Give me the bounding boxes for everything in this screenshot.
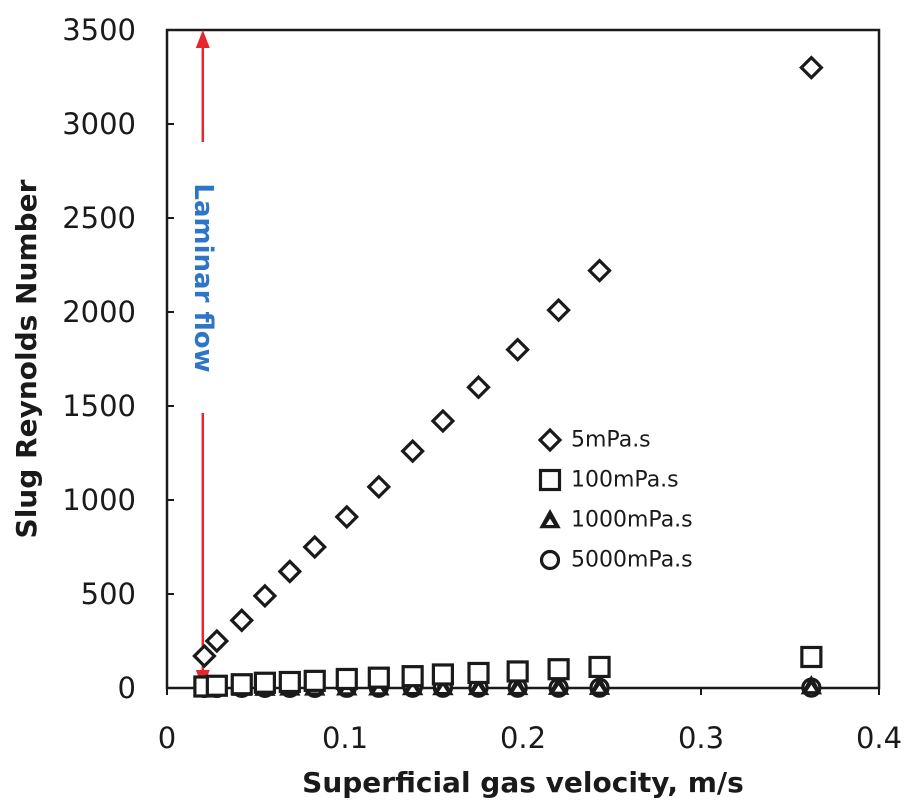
point-triangle-inner xyxy=(438,685,447,693)
point-diamond xyxy=(366,474,392,500)
point-square xyxy=(253,671,276,694)
point-square xyxy=(303,669,326,692)
point-square xyxy=(588,655,611,679)
point-square xyxy=(401,665,424,688)
x-tick-label: 0 xyxy=(158,721,176,755)
point-diamond xyxy=(302,534,328,560)
x-tick-label: 0.1 xyxy=(322,721,368,755)
x-axis-title: Superficial gas velocity, m/s xyxy=(302,766,744,799)
point-diamond xyxy=(546,297,571,323)
point-diamond xyxy=(252,583,278,609)
point-square xyxy=(278,670,301,694)
point-triangle-inner xyxy=(474,685,483,692)
x-tick-label: 0.4 xyxy=(856,721,902,755)
point-diamond xyxy=(204,628,230,654)
y-tick-label: 3500 xyxy=(62,13,136,47)
legend-label: 100mPa.s xyxy=(571,468,679,493)
legend-marker-triangle-inner xyxy=(545,518,555,525)
y-tick-label: 0 xyxy=(118,671,136,705)
point-diamond xyxy=(400,438,425,464)
point-square xyxy=(467,661,490,685)
point-triangle-inner xyxy=(595,685,604,692)
point-diamond xyxy=(192,643,217,669)
point-diamond xyxy=(334,504,360,530)
y-axis-ticks: 0 500 1000 1500 2000 2500 3000 3500 xyxy=(62,13,174,705)
laminar-flow-annotation: Laminar flow xyxy=(188,30,218,688)
y-tick-label: 3000 xyxy=(62,107,136,141)
legend-marker-square xyxy=(538,468,562,492)
point-triangle-inner xyxy=(408,685,417,693)
y-tick-label: 1500 xyxy=(62,389,136,423)
point-square xyxy=(205,674,228,697)
point-diamond xyxy=(277,559,303,584)
point-triangle-inner xyxy=(374,685,383,693)
point-square xyxy=(547,658,570,681)
point-square xyxy=(335,667,358,691)
y-tick-label: 1000 xyxy=(62,483,136,517)
laminar-flow-label: Laminar flow xyxy=(188,183,218,372)
legend-label: 5000mPa.s xyxy=(571,548,693,573)
point-triangle-inner xyxy=(554,685,563,692)
point-diamond xyxy=(466,374,491,400)
point-triangle-inner xyxy=(807,684,816,692)
legend-label: 1000mPa.s xyxy=(571,508,693,533)
point-diamond xyxy=(430,408,456,434)
point-diamond xyxy=(587,258,612,283)
point-diamond xyxy=(799,55,824,80)
y-tick-label: 500 xyxy=(81,577,136,611)
point-square xyxy=(431,663,454,686)
x-axis-ticks: 0 0.1 0.2 0.3 0.4 xyxy=(158,688,902,755)
y-tick-label: 2000 xyxy=(62,295,136,329)
x-tick-label: 0.3 xyxy=(678,721,724,755)
y-axis-title: Slug Reynolds Number xyxy=(10,179,43,538)
point-triangle-inner xyxy=(513,685,522,692)
laminar-arrow-head-top xyxy=(195,30,210,48)
legend: 5mPa.s 100mPa.s 1000mPa.s 5000mPa.s xyxy=(537,427,693,573)
y-tick-label: 2500 xyxy=(62,201,136,235)
point-diamond xyxy=(229,608,255,633)
point-square xyxy=(230,673,253,696)
legend-label: 5mPa.s xyxy=(571,428,651,453)
point-diamond xyxy=(505,337,530,362)
legend-marker-diamond xyxy=(537,427,563,453)
x-tick-label: 0.2 xyxy=(500,721,546,755)
legend-marker-circle xyxy=(539,549,561,571)
plot-frame xyxy=(165,28,881,690)
point-square xyxy=(506,660,529,683)
data-points xyxy=(192,55,824,699)
point-square xyxy=(367,666,390,689)
point-square xyxy=(800,645,823,669)
